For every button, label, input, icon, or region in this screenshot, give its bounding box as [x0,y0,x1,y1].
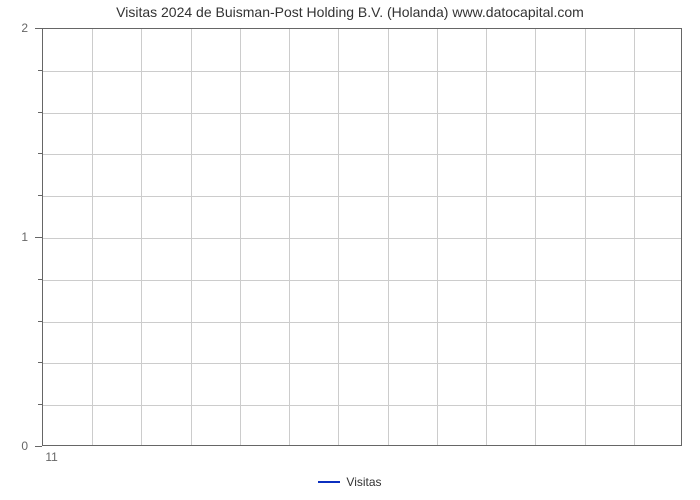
legend-label: Visitas [346,475,381,489]
grid-line-vertical [141,29,142,445]
legend-line [318,481,340,483]
grid-line-horizontal [43,280,681,281]
grid-line-vertical [486,29,487,445]
grid-line-vertical [388,29,389,445]
y-tick-label: 0 [0,439,28,453]
grid-line-vertical [289,29,290,445]
grid-line-horizontal [43,196,681,197]
grid-line-vertical [585,29,586,445]
grid-line-horizontal [43,71,681,72]
y-tick-major [35,446,42,447]
y-tick-major [35,237,42,238]
grid-line-vertical [92,29,93,445]
grid-line-horizontal [43,405,681,406]
y-tick-minor [38,112,42,113]
grid-line-horizontal [43,322,681,323]
y-tick-minor [38,195,42,196]
y-tick-minor [38,279,42,280]
grid-line-vertical [437,29,438,445]
grid-line-horizontal [43,113,681,114]
y-tick-label: 2 [0,21,28,35]
grid-line-horizontal [43,238,681,239]
y-tick-major [35,28,42,29]
grid-line-horizontal [43,363,681,364]
grid-line-vertical [240,29,241,445]
chart-title: Visitas 2024 de Buisman-Post Holding B.V… [0,4,700,20]
y-tick-minor [38,153,42,154]
y-tick-minor [38,362,42,363]
y-tick-minor [38,70,42,71]
grid-line-vertical [191,29,192,445]
y-tick-minor [38,321,42,322]
grid-line-horizontal [43,154,681,155]
y-tick-minor [38,404,42,405]
plot-area [42,28,682,446]
legend: Visitas [0,474,700,489]
y-tick-label: 1 [0,230,28,244]
grid-line-vertical [535,29,536,445]
grid-line-vertical [634,29,635,445]
x-tick-label: 11 [45,450,57,464]
grid-line-vertical [338,29,339,445]
